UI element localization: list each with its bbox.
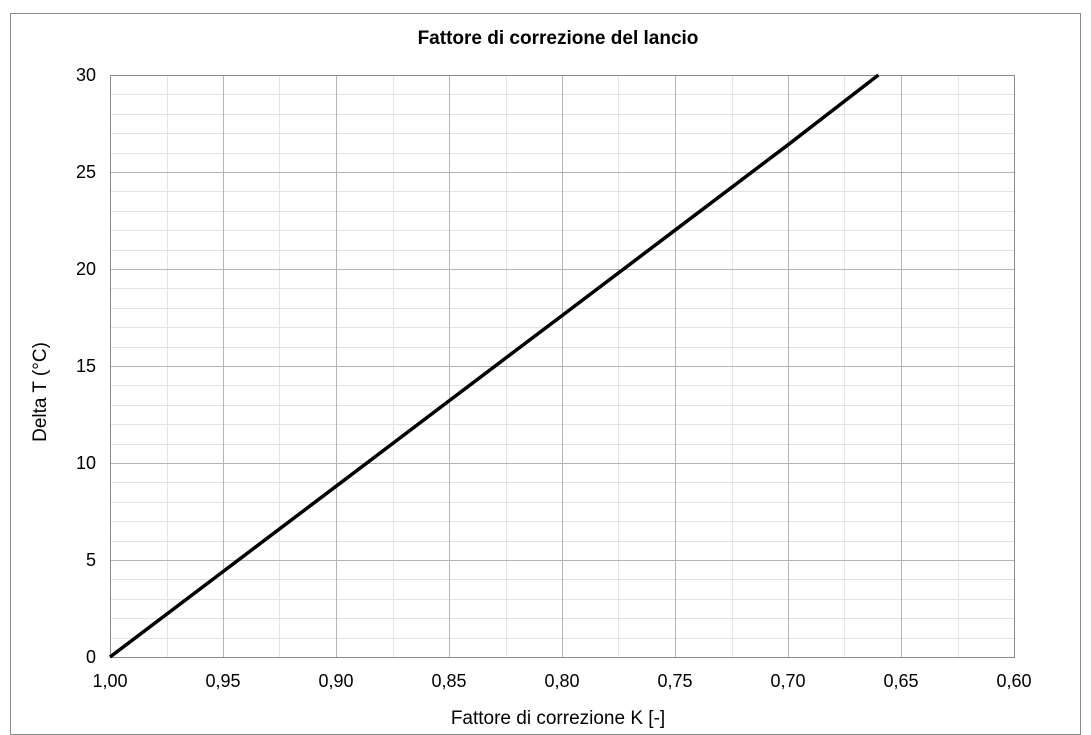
plot-area-border — [110, 75, 1015, 658]
chart-border — [10, 13, 1081, 735]
x-tick-label: 0,65 — [883, 671, 918, 691]
series-line — [108, 73, 880, 659]
x-tick-label: 0,60 — [996, 671, 1031, 691]
series-layer — [108, 73, 880, 659]
y-tick-label: 30 — [76, 65, 96, 85]
x-tick-label: 0,95 — [205, 671, 240, 691]
y-tick-label: 25 — [76, 162, 96, 182]
y-axis-tick-labels: 0 5 10 15 20 25 30 — [76, 65, 96, 667]
y-tick-label: 0 — [86, 647, 96, 667]
y-tick-label: 10 — [76, 453, 96, 473]
x-tick-label: 0,70 — [770, 671, 805, 691]
x-tick-label: 0,80 — [544, 671, 579, 691]
x-tick-label: 0,90 — [318, 671, 353, 691]
y-axis-label: Delta T (°C) — [30, 342, 51, 442]
y-tick-label: 5 — [86, 550, 96, 570]
x-axis-label: Fattore di correzione K [-] — [451, 708, 665, 729]
y-tick-label: 15 — [76, 356, 96, 376]
x-tick-label: 0,75 — [657, 671, 692, 691]
chart-title: Fattore di correzione del lancio — [418, 28, 699, 49]
x-axis-tick-labels: 1,00 0,95 0,90 0,85 0,80 0,75 0,70 0,65 0,60 — [92, 671, 1031, 691]
y-tick-label: 20 — [76, 259, 96, 279]
x-tick-label: 1,00 — [92, 671, 127, 691]
x-tick-label: 0,85 — [431, 671, 466, 691]
